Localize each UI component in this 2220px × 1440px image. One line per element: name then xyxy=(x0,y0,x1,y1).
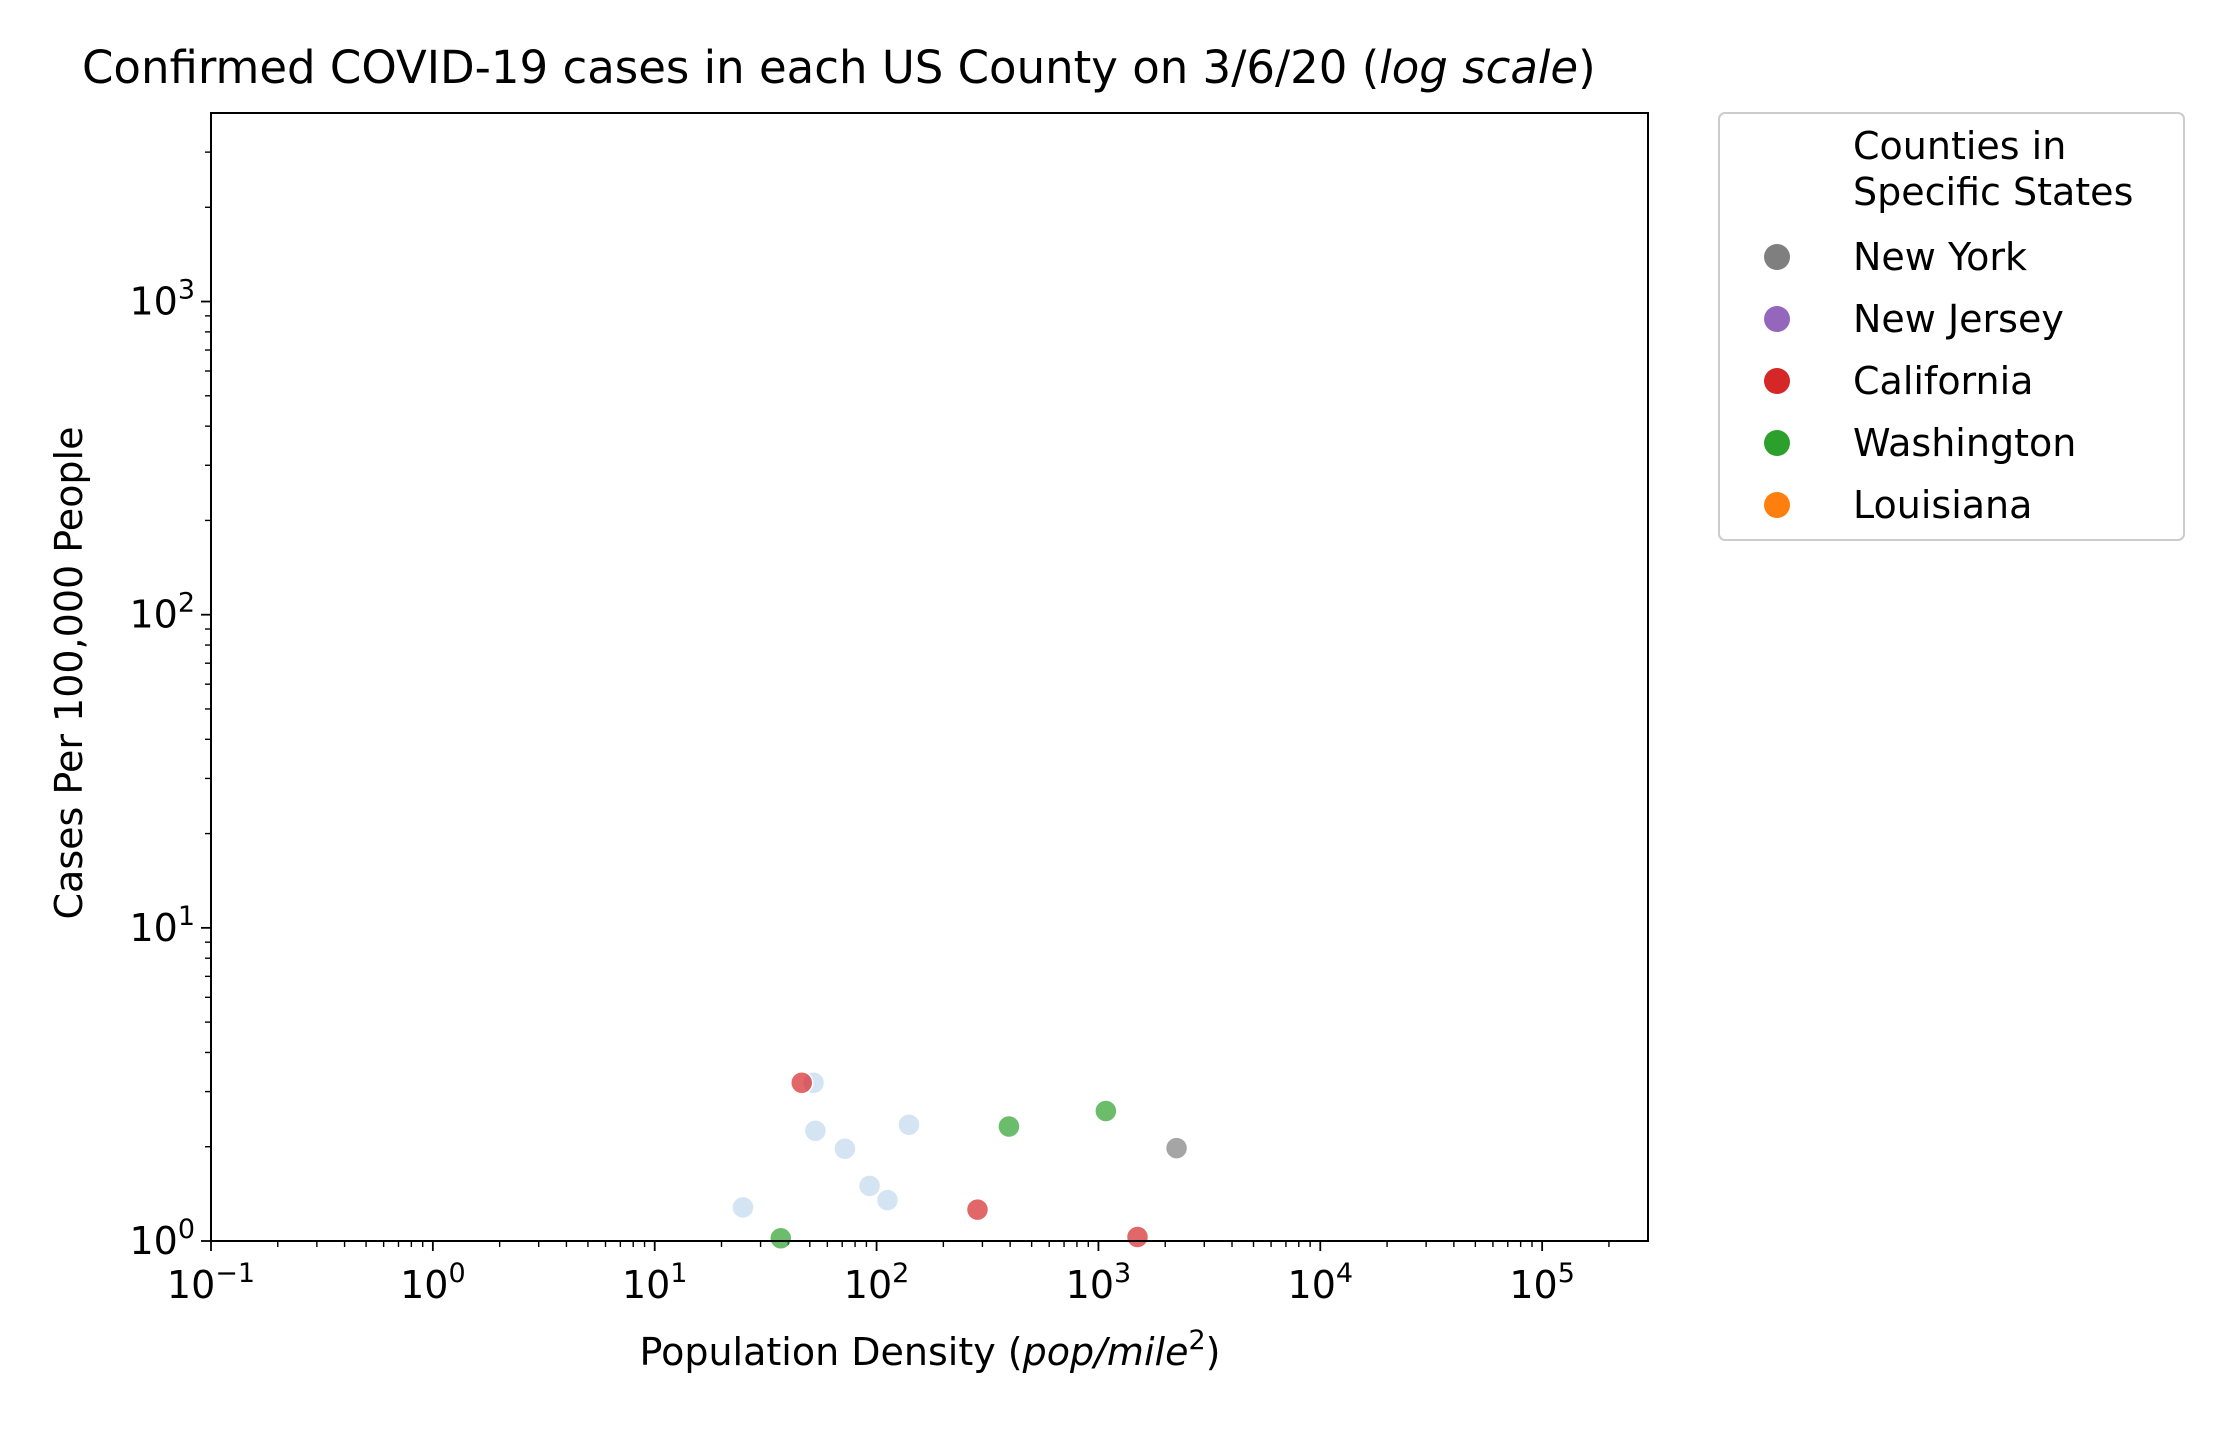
legend-marker xyxy=(1764,244,1790,270)
data-point xyxy=(857,1174,882,1198)
data-point xyxy=(875,1188,900,1212)
legend-entry-label: Washington xyxy=(1853,421,2076,465)
data-point xyxy=(965,1197,990,1222)
x-tick-label: 101 xyxy=(622,1258,688,1307)
legend-marker xyxy=(1764,430,1790,456)
data-point xyxy=(803,1118,828,1143)
legend-marker xyxy=(1764,306,1790,332)
data-point xyxy=(1094,1099,1118,1123)
x-tick-label: 100 xyxy=(400,1258,466,1307)
data-point xyxy=(790,1071,814,1095)
legend-entry-label: New Jersey xyxy=(1853,297,2064,341)
x-tick-label: 103 xyxy=(1066,1258,1132,1307)
data-point xyxy=(1164,1136,1189,1160)
x-tick-label: 102 xyxy=(844,1258,910,1307)
y-tick-label: 103 xyxy=(129,275,195,324)
chart-title: Confirmed COVID-19 cases in each US Coun… xyxy=(82,41,1596,94)
x-axis-label: Population Density (pop/mile2) xyxy=(640,1325,1221,1374)
data-point xyxy=(731,1195,755,1220)
plot-frame xyxy=(210,112,1649,1242)
y-tick-label: 100 xyxy=(129,1214,195,1263)
legend-marker xyxy=(1764,368,1790,394)
y-axis-label: Cases Per 100,000 People xyxy=(47,427,91,920)
y-tick-label: 101 xyxy=(129,901,195,950)
legend-box xyxy=(1718,112,2185,541)
legend-entry-label: New York xyxy=(1853,235,2027,279)
x-tick-label: 105 xyxy=(1509,1258,1575,1307)
data-point xyxy=(769,1226,793,1251)
legend-title-line: Specific States xyxy=(1853,170,2133,214)
data-point xyxy=(1125,1225,1150,1249)
legend-entry-label: Louisiana xyxy=(1853,483,2032,527)
y-tick-label: 102 xyxy=(129,588,195,637)
legend-marker xyxy=(1764,492,1790,518)
data-points xyxy=(731,1071,1189,1251)
data-point xyxy=(833,1137,857,1161)
legend-entry-label: California xyxy=(1853,359,2033,403)
x-tick-label: 104 xyxy=(1288,1258,1354,1307)
legend-title-line: Counties in xyxy=(1853,124,2066,168)
x-tick-label: 10−1 xyxy=(167,1258,255,1307)
data-point xyxy=(897,1113,921,1137)
data-point xyxy=(997,1114,1021,1139)
